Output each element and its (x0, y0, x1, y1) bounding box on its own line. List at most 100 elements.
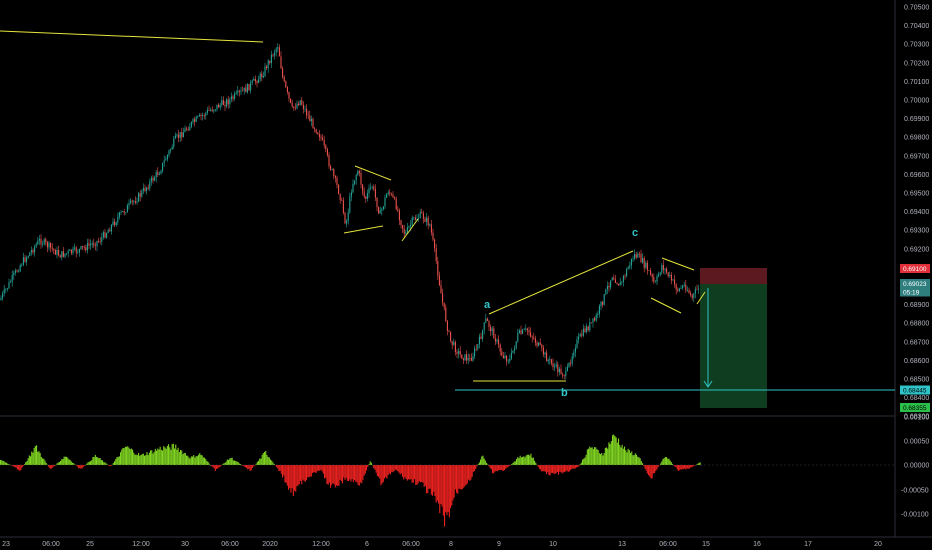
flag1-lower-line[interactable] (343, 225, 384, 234)
flag2-breakout-line[interactable] (696, 291, 706, 305)
oscillator-bar (338, 465, 340, 486)
candle-body (26, 257, 28, 262)
flag2-lower-line[interactable] (650, 297, 682, 314)
oscillator-bar (534, 460, 536, 465)
candle-body (56, 249, 58, 255)
candle-body (13, 272, 15, 276)
oscillator-bar (567, 465, 569, 473)
candle-body (418, 217, 420, 219)
oscillator-bar (529, 455, 531, 465)
candle-body (402, 224, 404, 229)
candle-body (395, 198, 397, 210)
candle-body (366, 193, 368, 199)
oscillator-bar (140, 455, 142, 465)
candle-body (597, 314, 599, 315)
candle-body (517, 333, 519, 342)
candle-body (386, 194, 388, 198)
flag1-upper-line[interactable] (354, 165, 392, 181)
oscillator-bar (506, 465, 508, 468)
oscillator-bar (86, 463, 88, 465)
wave-ac-line[interactable] (488, 250, 634, 315)
candle-body (58, 249, 60, 256)
candle-body (654, 281, 656, 283)
time-axis[interactable]: 23 06:00 25 12:00 30 06:00 2020 12:00 6 06:00 8 9 10… (2, 541, 882, 548)
oscillator-bar (628, 450, 630, 465)
oscillator-bar (405, 465, 407, 480)
stop-loss-zone[interactable] (700, 268, 767, 284)
oscillator-bar (586, 449, 588, 465)
trendline-drawings[interactable] (0, 30, 706, 382)
flag1-breakout-line[interactable] (401, 218, 419, 242)
oscillator-bar (582, 459, 584, 465)
candle-body (138, 193, 140, 202)
price-tick-label: 0.70300 (904, 42, 929, 49)
flag2-upper-line[interactable] (661, 257, 695, 271)
oscillator-bar (354, 465, 356, 481)
oscillator-bar (516, 459, 518, 465)
candle-body (322, 137, 324, 140)
oscillator-bar (342, 465, 344, 484)
candle-body (21, 264, 23, 266)
candle-body (538, 342, 540, 346)
oscillator-bar (384, 465, 386, 479)
oscillator-bar (196, 456, 198, 465)
candle-body (187, 129, 189, 131)
oscillator-bar (254, 465, 256, 466)
short-position-tool[interactable] (700, 268, 767, 408)
oscillator-bar (201, 455, 203, 465)
time-tick-label: 16 (753, 541, 761, 548)
oscillator-bar (97, 457, 99, 465)
top-trendline[interactable] (0, 30, 264, 43)
oscillator-bar (26, 461, 28, 465)
candle-body (370, 187, 372, 189)
oscillator-bar (267, 457, 269, 465)
oscillator-bar (657, 465, 659, 468)
candle-body (309, 115, 311, 122)
oscillator-bar (178, 452, 180, 465)
price-tag-label: 0.68355 (903, 405, 927, 412)
candle-body (483, 322, 485, 331)
candle-body (419, 212, 421, 218)
oscillator-bar (268, 457, 270, 465)
candle-body (389, 192, 391, 194)
oscillator-bar (423, 465, 425, 487)
oscillator-bar (565, 465, 567, 472)
oscillator-bar (38, 451, 40, 465)
oscillator-bar (619, 445, 621, 465)
oscillator-bar (362, 465, 364, 480)
candle-body (462, 358, 464, 361)
candle-body (480, 336, 482, 339)
candle-body (2, 293, 4, 299)
oscillator-bar (31, 451, 33, 465)
price-tag (900, 264, 930, 273)
candle-body (274, 52, 276, 56)
oscillator-bar (61, 459, 63, 465)
oscillator-bar (25, 462, 27, 465)
candle-body (270, 54, 272, 63)
oscillator-bar (246, 465, 248, 469)
oscillator-bar (601, 452, 603, 465)
oscillator-bar (63, 456, 65, 465)
candle-body (133, 201, 135, 202)
oscillator-bar (123, 448, 125, 465)
candle-body (226, 99, 228, 107)
price-axis[interactable]: 0.70500 0.70400 0.70300 0.70200 0.70100 0.700… (904, 5, 929, 421)
oscillator-bar (129, 449, 131, 465)
candle-body (672, 279, 674, 281)
oscillator-axis[interactable]: 0.00100 0.00050 0.00000 -0.00050 -0.00100 (901, 415, 929, 519)
oscillator-bar (678, 465, 680, 471)
oscillator-bar (219, 465, 221, 467)
oscillator-bar (535, 462, 537, 465)
take-profit-zone[interactable] (700, 284, 767, 408)
candle-body (112, 221, 114, 225)
candle-body (66, 253, 68, 254)
time-tick-label: 2020 (262, 541, 278, 548)
oscillator-bar (238, 463, 240, 465)
oscillator-bar (499, 465, 501, 471)
oscillator-bar (490, 465, 492, 470)
candle-body (678, 288, 680, 291)
oscillator-bar (636, 454, 638, 465)
target-arrow-head-icon (703, 380, 713, 388)
candle-body (40, 238, 42, 245)
